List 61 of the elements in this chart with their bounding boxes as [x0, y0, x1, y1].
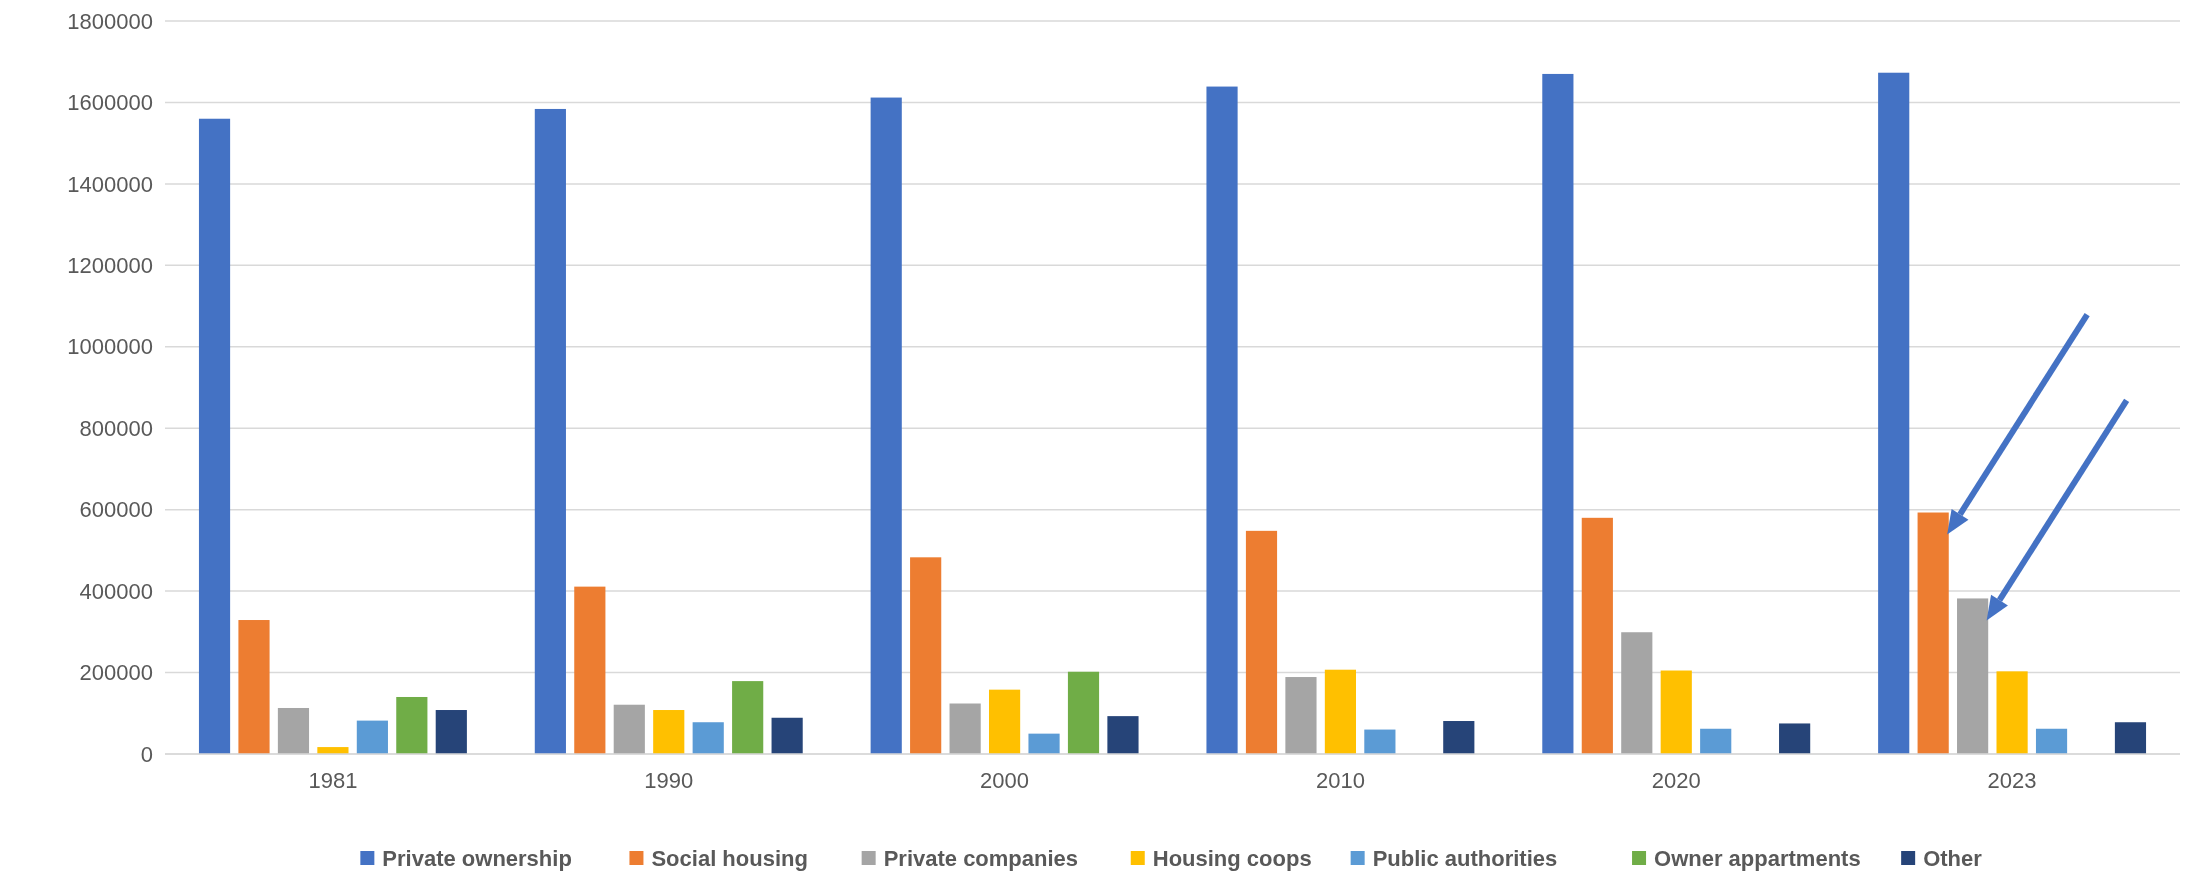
legend-label: Private ownership: [382, 845, 572, 871]
y-tick-label: 800000: [79, 415, 153, 441]
x-tick-label: 2000: [980, 768, 1030, 793]
y-tick-label: 400000: [79, 578, 153, 604]
bar: [1285, 677, 1317, 754]
bar: [1660, 670, 1692, 754]
bar: [1700, 728, 1732, 754]
bar: [1443, 721, 1475, 754]
bar: [771, 717, 803, 754]
bar: [435, 710, 467, 754]
legend-label: Private companies: [883, 845, 1079, 871]
bar: [1028, 733, 1060, 754]
bar: [2035, 728, 2068, 754]
bar: [238, 620, 270, 754]
legend-label: Other: [1923, 845, 1983, 871]
bar: [1917, 512, 1949, 754]
bar: [1364, 729, 1396, 754]
legend-label: Social housing: [651, 845, 808, 871]
x-tick-label: 1981: [308, 768, 358, 793]
bar: [692, 722, 724, 754]
bar: [356, 720, 388, 754]
legend-label: Public authorities: [1372, 845, 1558, 871]
y-tick-label: 1200000: [67, 253, 153, 279]
y-tick-label: 600000: [79, 497, 153, 523]
legend-label: Housing coops: [1152, 845, 1312, 871]
bar: [870, 97, 902, 754]
x-tick-label: 2023: [1987, 768, 2037, 793]
bar: [613, 704, 645, 754]
bar: [198, 118, 231, 754]
legend-label: Owner appartments: [1654, 845, 1861, 871]
bar: [949, 703, 981, 754]
bar: [1621, 632, 1653, 754]
bar: [1324, 669, 1356, 754]
bar: [1206, 86, 1238, 754]
bar: [2114, 722, 2147, 754]
bar: [534, 108, 566, 754]
bar: [1067, 671, 1100, 754]
bar: [396, 696, 428, 754]
bar: [910, 557, 942, 754]
bar: [1107, 716, 1139, 754]
x-tick-label: 2010: [1315, 768, 1365, 793]
x-tick-label: 1990: [644, 768, 694, 793]
y-tick-label: 1800000: [67, 8, 153, 34]
bar: [1245, 530, 1278, 754]
bar: [732, 681, 764, 754]
bar: [574, 586, 606, 754]
bar: [1996, 671, 2028, 754]
x-tick-label: 2020: [1651, 768, 1701, 793]
bar: [1542, 73, 1574, 754]
y-tick-label: 1000000: [67, 334, 153, 360]
bar: [1779, 723, 1811, 754]
y-tick-label: 200000: [79, 660, 153, 686]
bar: [1581, 517, 1613, 754]
bar: [1878, 72, 1910, 754]
bar: [989, 689, 1021, 754]
y-tick-label: 1400000: [67, 171, 153, 197]
y-tick-label: 1600000: [67, 90, 153, 116]
y-tick-label: 0: [140, 741, 153, 767]
bar: [653, 710, 685, 754]
bar: [1957, 598, 1989, 754]
bar: [277, 707, 310, 754]
